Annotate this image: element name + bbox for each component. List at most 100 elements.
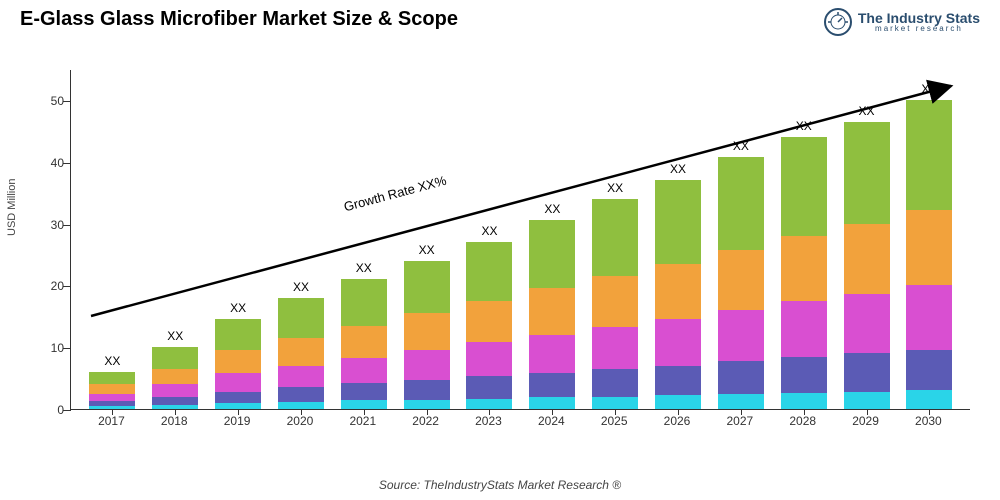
bar-segment [529,397,575,409]
bar-segment [781,357,827,393]
bar-group: XX [210,319,266,409]
y-axis-label: USD Million [6,179,18,236]
bar-value-label: XX [230,301,246,315]
bar-segment [906,390,952,409]
bar-segment [781,393,827,409]
bar-group: XX [336,279,392,409]
x-axis-label: 2022 [398,414,454,428]
bar-segment [655,180,701,263]
bar-value-label: XX [419,243,435,257]
y-tick-label: 0 [36,403,64,417]
bar-stack [844,122,890,409]
bar-stack [529,220,575,409]
bar-segment [404,313,450,350]
plot-region: 01020304050 XXXXXXXXXXXXXXXXXXXXXXXXXXXX… [70,70,970,410]
logo-main-text: The Industry Stats [858,11,980,25]
bar-stack [215,319,261,409]
bar-segment [718,394,764,409]
bar-stack [466,242,512,409]
bar-segment [466,376,512,398]
bar-segment [278,387,324,401]
x-axis-label: 2023 [460,414,516,428]
bar-segment [466,242,512,301]
bar-group: XX [650,180,706,409]
bar-stack [341,279,387,409]
bar-segment [89,394,135,401]
bars-container: XXXXXXXXXXXXXXXXXXXXXXXXXXXX [71,69,971,409]
bar-value-label: XX [544,202,560,216]
bar-segment [655,395,701,409]
bar-stack [781,137,827,409]
bar-segment [718,250,764,311]
bar-segment [152,369,198,384]
bar-segment [89,372,135,384]
gear-gauge-icon [824,8,852,36]
bar-group: XX [273,298,329,409]
bar-value-label: XX [481,224,497,238]
bar-group: XX [147,347,203,409]
bar-segment [341,358,387,383]
y-tick-label: 20 [36,279,64,293]
bar-segment [404,261,450,314]
bar-group: XX [461,242,517,409]
bar-segment [278,366,324,388]
bar-value-label: XX [796,119,812,133]
bar-value-label: XX [356,261,372,275]
bar-stack [404,261,450,409]
x-axis-label: 2028 [775,414,831,428]
chart-title: E-Glass Glass Microfiber Market Size & S… [20,8,458,31]
y-tick [63,225,71,226]
bar-segment [844,294,890,353]
bar-segment [529,220,575,288]
bar-segment [718,361,764,394]
bar-segment [215,392,261,403]
x-axis-label: 2025 [586,414,642,428]
bar-segment [278,298,324,338]
bar-group: XX [901,100,957,409]
bar-group: XX [524,220,580,409]
bar-segment [404,380,450,400]
y-tick-label: 40 [36,156,64,170]
bar-value-label: XX [859,104,875,118]
bar-segment [341,400,387,409]
bar-segment [152,347,198,369]
bar-segment [906,285,952,349]
x-axis-label: 2026 [649,414,705,428]
bar-segment [89,384,135,393]
bar-value-label: XX [104,354,120,368]
y-tick-label: 50 [36,94,64,108]
bar-segment [906,100,952,210]
bar-segment [592,369,638,396]
bar-segment [152,397,198,405]
bar-value-label: XX [167,329,183,343]
y-tick-label: 30 [36,218,64,232]
bar-group: XX [587,199,643,409]
bar-segment [466,301,512,342]
bar-value-label: XX [607,181,623,195]
bar-segment [529,288,575,334]
x-axis-label: 2030 [900,414,956,428]
bar-segment [781,137,827,236]
y-tick [63,286,71,287]
x-axis-label: 2017 [83,414,139,428]
x-axis-label: 2020 [272,414,328,428]
bar-stack [152,347,198,409]
bar-segment [215,350,261,373]
bar-value-label: XX [733,139,749,153]
x-axis-labels: 2017201820192020202120222023202420252026… [70,414,970,428]
x-axis-label: 2024 [523,414,579,428]
bar-segment [278,402,324,409]
bar-group: XX [776,137,832,409]
logo-sub-text: market research [858,25,980,33]
bar-segment [592,327,638,369]
chart-area: 01020304050 XXXXXXXXXXXXXXXXXXXXXXXXXXXX… [70,70,970,440]
brand-logo: The Industry Stats market research [824,8,980,36]
bar-segment [215,319,261,350]
y-tick-label: 10 [36,341,64,355]
bar-value-label: XX [670,162,686,176]
y-tick [63,410,71,411]
bar-stack [278,298,324,409]
bar-segment [592,397,638,409]
bar-segment [466,399,512,410]
bar-segment [844,122,890,224]
